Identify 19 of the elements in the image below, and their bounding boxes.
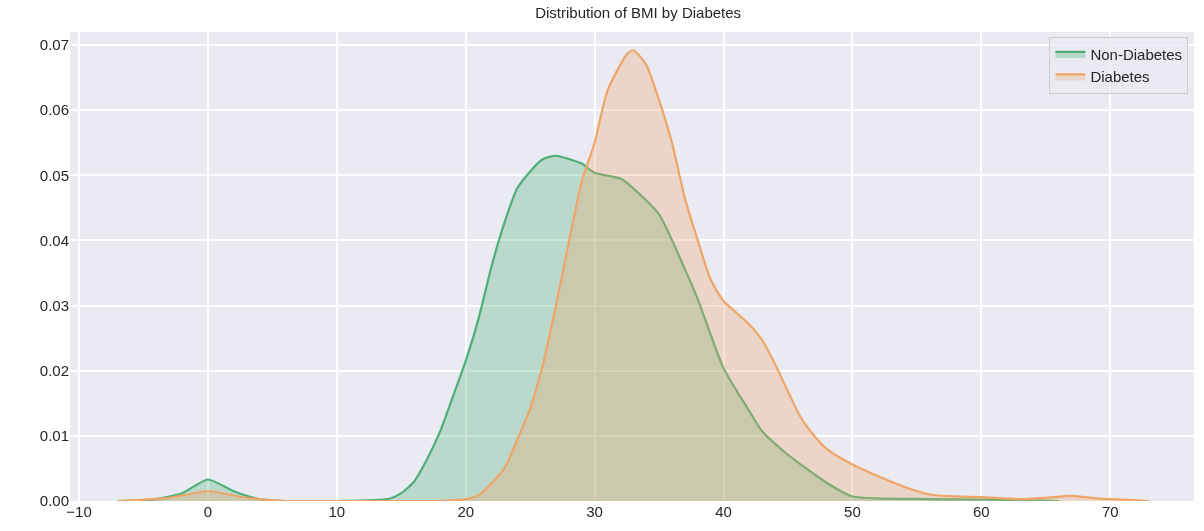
x-tick-label: 40 — [715, 503, 732, 520]
y-tick-label: 0.02 — [39, 361, 69, 379]
chart-title: Distribution of BMI by Diabetes — [535, 4, 742, 22]
x-tick-label: 20 — [457, 503, 475, 520]
y-tick-label: 0.01 — [39, 427, 69, 445]
y-tick-label: 0.00 — [39, 492, 69, 510]
legend-label: Diabetes — [1090, 68, 1150, 86]
x-tick-label: 10 — [328, 503, 346, 520]
x-tick-label: 70 — [1101, 503, 1119, 520]
y-tick-label: 0.03 — [39, 296, 69, 314]
y-tick-label: 0.05 — [39, 166, 69, 184]
legend-label: Non-Diabetes — [1090, 45, 1183, 63]
x-tick-label: 50 — [844, 503, 861, 520]
x-tick-label: 60 — [972, 503, 990, 520]
x-tick-label: 30 — [586, 503, 603, 520]
x-tick-label: 0 — [203, 503, 213, 520]
y-tick-label: 0.07 — [39, 36, 69, 54]
y-tick-label: 0.06 — [39, 101, 69, 119]
y-tick-label: 0.04 — [39, 231, 69, 249]
